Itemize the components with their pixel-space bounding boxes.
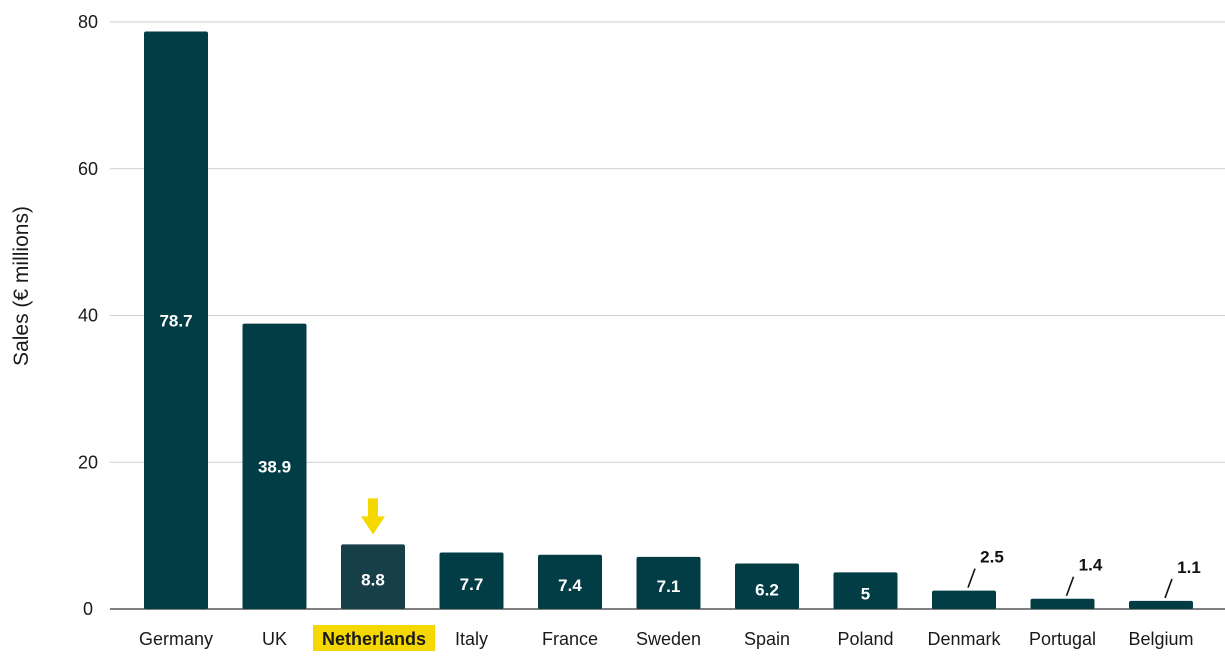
- value-label: 78.7: [159, 311, 192, 330]
- value-label: 7.7: [460, 575, 484, 594]
- y-tick-label: 20: [78, 452, 98, 472]
- bar-poland: [833, 572, 898, 609]
- bar-uk: [242, 323, 307, 609]
- value-label: 5: [861, 585, 870, 604]
- y-axis-label: Sales (€ millions): [10, 206, 33, 366]
- value-label: 1.1: [1177, 558, 1201, 577]
- x-tick-label: Denmark: [927, 629, 1001, 649]
- value-label: 7.4: [558, 576, 582, 595]
- y-tick-label: 60: [78, 159, 98, 179]
- y-tick-label: 0: [83, 599, 93, 619]
- x-tick-label: Poland: [837, 629, 893, 649]
- x-tick-label: Sweden: [636, 629, 701, 649]
- value-label: 1.4: [1079, 556, 1103, 575]
- bar-netherlands: [341, 544, 405, 609]
- x-tick-label: Portugal: [1029, 629, 1096, 649]
- value-label: 8.8: [361, 571, 385, 590]
- x-tick-label: Spain: [744, 629, 790, 649]
- leader-line: [1164, 578, 1173, 599]
- x-tick-label: Germany: [139, 629, 213, 649]
- value-label: 7.1: [657, 577, 681, 596]
- bar-spain: [735, 563, 799, 609]
- value-label: 6.2: [755, 580, 779, 599]
- y-tick-label: 80: [78, 12, 98, 32]
- value-label: 38.9: [258, 457, 291, 476]
- bar-germany: [144, 31, 208, 609]
- bar-portugal: [1030, 598, 1095, 609]
- leader-line: [1065, 576, 1075, 597]
- x-tick-label: France: [542, 629, 598, 649]
- bar-france: [538, 554, 602, 609]
- bar-italy: [439, 552, 504, 609]
- labels: 0 20 40 60 80 Germany UK Netherlands Italy France…: [78, 12, 1201, 651]
- highlight-label-background: [313, 625, 435, 651]
- down-arrow-icon: [361, 498, 385, 535]
- x-tick-label: Italy: [455, 629, 488, 649]
- value-label: 2.5: [980, 548, 1004, 567]
- leader-line: [967, 568, 976, 588]
- x-tick-label: Belgium: [1128, 629, 1193, 649]
- bar-sweden: [636, 556, 701, 609]
- y-tick-label: 40: [78, 306, 98, 326]
- bars: 78.7 38.9 8.8 7.7 7.4 7.1 6.2 5: [144, 31, 1193, 609]
- bar-denmark: [932, 590, 996, 609]
- x-tick-label: UK: [262, 629, 287, 649]
- x-tick-label: Netherlands: [322, 629, 426, 649]
- bar-belgium: [1129, 600, 1193, 609]
